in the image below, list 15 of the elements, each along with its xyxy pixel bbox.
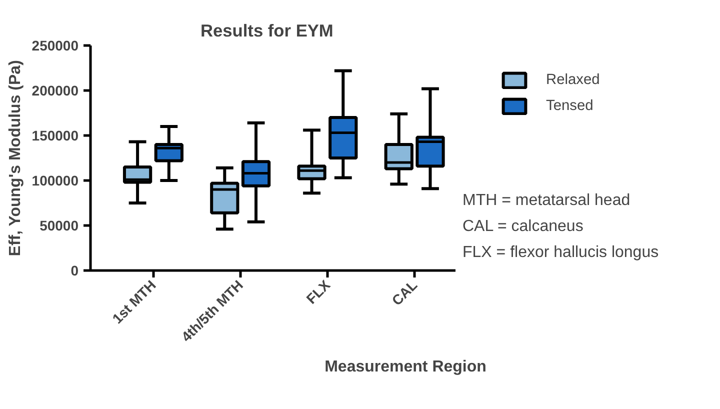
chart-title: Results for EYM xyxy=(200,20,334,40)
x-tick-label: CAL xyxy=(388,276,421,308)
y-axis-title: Eff, Young's Modulus (Pa) xyxy=(6,60,24,256)
y-tick-label: 0 xyxy=(70,262,79,278)
text: CAL = calcaneus xyxy=(462,218,584,235)
y-tick-label: 250000 xyxy=(32,38,79,54)
text: MTH = metatarsal head xyxy=(462,192,630,209)
legend-label: Tensed xyxy=(546,98,594,114)
legend-label: Relaxed xyxy=(546,72,600,88)
y-tick-label: 200000 xyxy=(32,82,79,98)
y-tick-label: 150000 xyxy=(32,128,79,144)
y-tick-label: 100000 xyxy=(32,172,79,188)
text: FLX = flexor hallucis longus xyxy=(462,244,659,261)
y-tick-label: 50000 xyxy=(40,218,79,234)
x-axis-title: Measurement Region xyxy=(324,358,486,376)
